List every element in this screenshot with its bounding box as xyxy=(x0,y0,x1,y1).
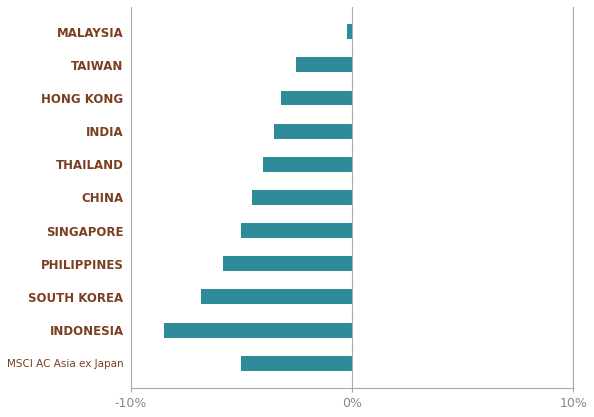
Bar xyxy=(263,157,352,172)
Bar xyxy=(274,124,352,138)
Bar xyxy=(281,90,352,106)
Bar xyxy=(241,356,352,371)
Bar xyxy=(252,190,352,205)
Bar xyxy=(296,58,352,72)
Bar xyxy=(164,323,352,337)
Bar xyxy=(201,289,352,304)
Bar xyxy=(241,223,352,238)
Bar xyxy=(347,24,352,39)
Bar xyxy=(223,256,352,271)
